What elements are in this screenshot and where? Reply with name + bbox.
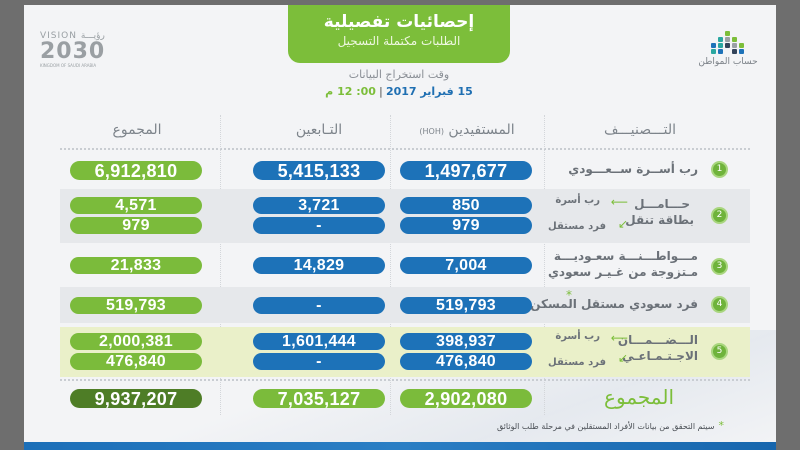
arrow-icon: ↙ (617, 217, 628, 231)
total-value: 2,000,381 (70, 333, 202, 350)
beneficiaries-value: 979 (400, 217, 532, 234)
bottom-band (24, 442, 776, 450)
page-subtitle: الطلبات مكتملة التسجيل (337, 34, 461, 48)
sub-row-label: فرد مستقل (548, 357, 606, 368)
dependents-value: 3,721 (253, 197, 385, 214)
total-dependents-value: 7,035,127 (253, 389, 385, 408)
column-header-category: التـــصنيـــف (603, 122, 677, 138)
dependents-value: 5,415,133 (253, 161, 385, 180)
table-row: 4 فرد سعودي مستقل المسكن * 519,793 - 519… (60, 287, 750, 323)
dependents-value: 1,601,444 (253, 333, 385, 350)
column-divider (544, 115, 545, 415)
grand-total-value: 9,937,207 (70, 389, 202, 408)
beneficiaries-value: 476,840 (400, 353, 532, 370)
table-row: 1 رب أســرة ســعـــودي 1,497,677 5,415,1… (60, 155, 750, 185)
row-label-line1: الـــضـــمـــان (617, 333, 698, 347)
note-marker-icon: * (566, 288, 572, 302)
sub-row-label: فرد مستقل (548, 221, 606, 232)
row-number-badge: 4 (711, 296, 728, 313)
table-row: 3 مـــواطـــنـــة سعـوديـــة مـتزوجة من … (60, 247, 750, 287)
row-label-line1: حـــامـــل (634, 197, 690, 211)
row-number-badge: 3 (711, 258, 728, 275)
dependents-value: - (253, 297, 385, 314)
arrow-icon: ⟵ (610, 331, 628, 345)
row-label-line1: مـــواطـــنـــة سعـوديـــة (553, 249, 698, 263)
header-divider (60, 148, 750, 150)
title-banner: إحصائيات تفصيلية الطلبات مكتملة التسجيل (288, 5, 510, 63)
totals-divider (60, 379, 750, 381)
total-value: 6,912,810 (70, 161, 202, 180)
arrow-icon: ↙ (617, 351, 628, 365)
citizen-account-logo-icon (710, 31, 746, 54)
column-header-dependents: التـابعين (295, 122, 343, 138)
row-label-line2: الاجـتـمـاعـي (622, 349, 698, 363)
arrow-icon: ⟵ (610, 195, 628, 209)
sub-row-label: رب أسرة (555, 195, 600, 206)
row-number-badge: 1 (711, 161, 728, 178)
row-number-badge: 5 (711, 343, 728, 360)
total-value: 4,571 (70, 197, 202, 214)
citizen-account-logo: حساب المواطن (698, 31, 758, 81)
table-row: 2 حـــامـــل بطاقة تنقل ⟵ ↙ رب أسرة فرد … (60, 189, 750, 243)
total-value: 519,793 (70, 297, 202, 314)
total-value: 979 (70, 217, 202, 234)
row-label-line2: بطاقة تنقل (625, 213, 694, 227)
row-label: فرد سعودي مستقل المسكن (530, 297, 698, 311)
beneficiaries-value: 850 (400, 197, 532, 214)
footnote-marker-icon: * (718, 419, 725, 432)
extract-datetime: 15 فبراير 2017|00: 12 م (325, 85, 473, 98)
total-value: 21,833 (70, 257, 202, 274)
beneficiaries-value: 7,004 (400, 257, 532, 274)
column-header-total: المجموع (112, 122, 162, 138)
beneficiaries-value: 1,497,677 (400, 161, 532, 180)
row-label: رب أســرة ســعـــودي (568, 162, 698, 176)
dependents-value: 14,829 (253, 257, 385, 274)
vision-2030-logo: VISION رؤيـــة 2030 KINGDOM OF SAUDI ARA… (40, 31, 106, 68)
column-header-beneficiaries: المستفيدين (HOH) (419, 122, 515, 138)
table-row: 5 الـــضـــمـــان الاجـتـمـاعـي ⟵ ↙ رب أ… (60, 327, 750, 377)
column-divider (220, 115, 221, 415)
infographic-frame: VISION رؤيـــة 2030 KINGDOM OF SAUDI ARA… (24, 5, 776, 450)
row-label-line2: مـتزوجة من غـيـر سعودي (547, 265, 698, 279)
footnote: *سيتم التحقق من بيانات الأفراد المستقلين… (497, 419, 724, 432)
beneficiaries-value: 519,793 (400, 297, 532, 314)
totals-label: المجموع (604, 385, 674, 409)
sub-row-label: رب أسرة (555, 331, 600, 342)
column-divider (390, 115, 391, 415)
beneficiaries-value: 398,937 (400, 333, 532, 350)
total-beneficiaries-value: 2,902,080 (400, 389, 532, 408)
extract-time-label: وقت استخراج البيانات (348, 68, 450, 81)
row-number-badge: 2 (711, 207, 728, 224)
totals-row: 2,902,080 7,035,127 9,937,207 (60, 383, 750, 413)
dependents-value: - (253, 217, 385, 234)
page-title: إحصائيات تفصيلية (323, 12, 475, 32)
dependents-value: - (253, 353, 385, 370)
total-value: 476,840 (70, 353, 202, 370)
